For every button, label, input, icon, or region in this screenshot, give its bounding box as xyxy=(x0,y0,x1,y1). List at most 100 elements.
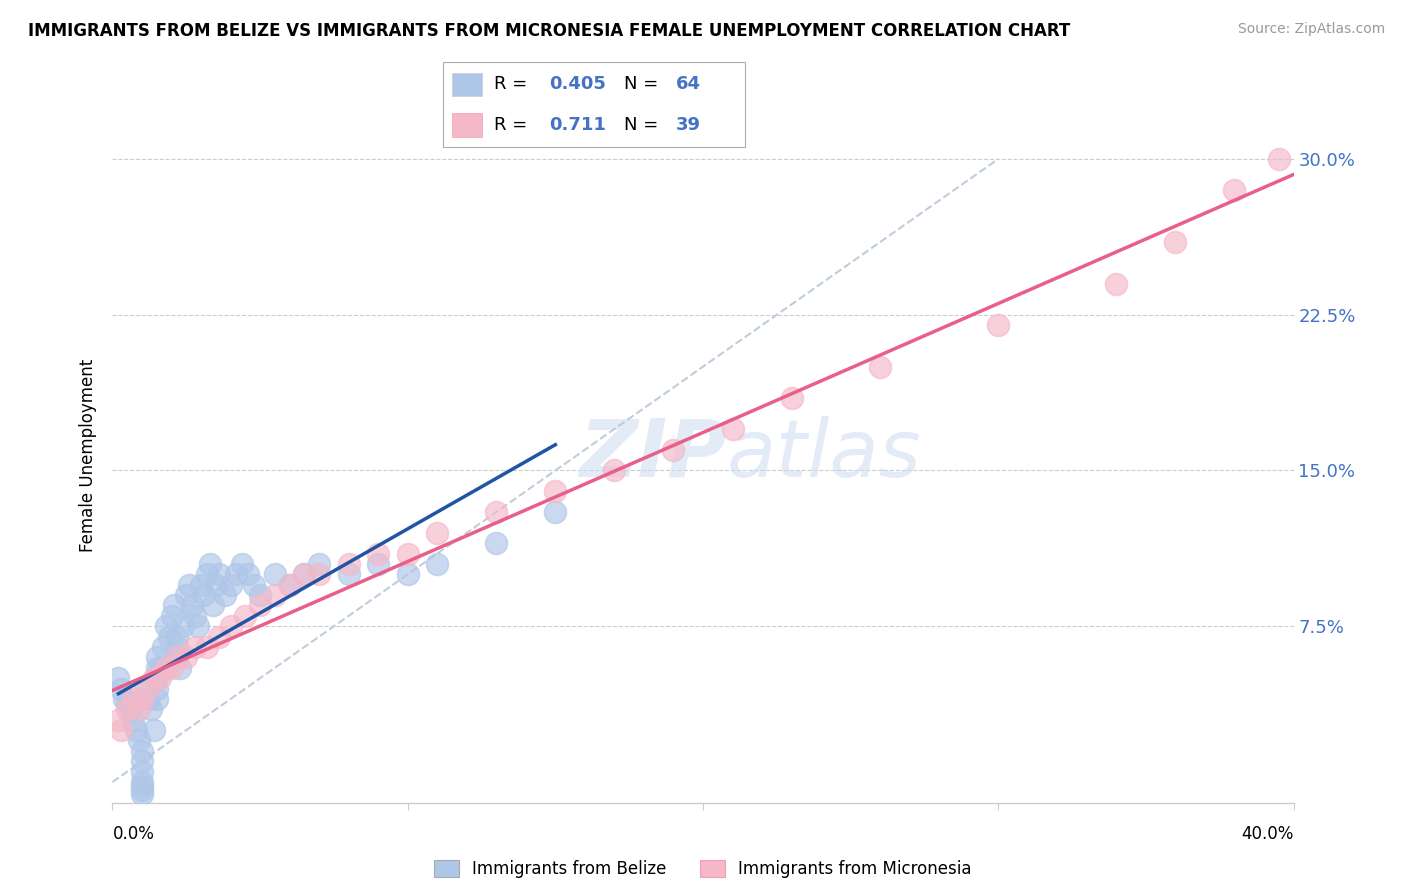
Point xyxy=(155,619,177,633)
Point xyxy=(249,588,271,602)
Point xyxy=(131,788,153,802)
Text: 64: 64 xyxy=(676,76,700,94)
Point xyxy=(249,599,271,613)
Point xyxy=(337,557,360,571)
Point xyxy=(122,692,145,706)
Point xyxy=(1164,235,1187,249)
Text: N =: N = xyxy=(624,76,664,94)
Text: ZIP: ZIP xyxy=(579,416,727,494)
Text: 40.0%: 40.0% xyxy=(1241,825,1294,843)
Point xyxy=(142,671,165,685)
Text: 39: 39 xyxy=(676,116,700,134)
FancyBboxPatch shape xyxy=(443,62,745,147)
Point xyxy=(122,713,145,727)
Point xyxy=(198,557,221,571)
Point xyxy=(721,422,744,436)
Point xyxy=(146,661,169,675)
Point xyxy=(292,567,315,582)
Point xyxy=(107,671,129,685)
Y-axis label: Female Unemployment: Female Unemployment xyxy=(79,359,97,551)
Point xyxy=(152,640,174,654)
Point xyxy=(396,547,419,561)
Text: atlas: atlas xyxy=(727,416,921,494)
Point xyxy=(485,505,508,519)
Point xyxy=(214,588,236,602)
Point xyxy=(231,557,253,571)
Point xyxy=(193,588,215,602)
Point xyxy=(149,661,172,675)
Point xyxy=(187,619,209,633)
Text: Source: ZipAtlas.com: Source: ZipAtlas.com xyxy=(1237,22,1385,37)
Point xyxy=(181,599,204,613)
Point xyxy=(396,567,419,582)
Point xyxy=(195,567,218,582)
Point xyxy=(662,442,685,457)
Point xyxy=(208,630,231,644)
Text: IMMIGRANTS FROM BELIZE VS IMMIGRANTS FROM MICRONESIA FEMALE UNEMPLOYMENT CORRELA: IMMIGRANTS FROM BELIZE VS IMMIGRANTS FRO… xyxy=(28,22,1070,40)
Point xyxy=(367,547,389,561)
Point xyxy=(131,754,153,768)
Text: R =: R = xyxy=(495,116,533,134)
Point xyxy=(131,764,153,779)
Point xyxy=(117,696,138,710)
Point xyxy=(131,744,153,758)
Point xyxy=(125,723,148,738)
Point xyxy=(128,733,150,747)
Text: R =: R = xyxy=(495,76,533,94)
Point xyxy=(149,671,172,685)
Point xyxy=(208,567,231,582)
Point xyxy=(987,318,1010,332)
Text: N =: N = xyxy=(624,116,664,134)
Point xyxy=(1223,183,1246,197)
Point xyxy=(131,779,153,793)
Point xyxy=(120,702,142,716)
Point xyxy=(264,588,287,602)
Point xyxy=(184,640,207,654)
Legend: Immigrants from Belize, Immigrants from Micronesia: Immigrants from Belize, Immigrants from … xyxy=(427,854,979,885)
Point xyxy=(603,463,626,477)
Point xyxy=(225,567,247,582)
Point xyxy=(107,713,129,727)
Point xyxy=(184,608,207,623)
Point xyxy=(219,578,242,592)
Point xyxy=(367,557,389,571)
Point xyxy=(136,692,159,706)
Point xyxy=(292,567,315,582)
Point xyxy=(163,599,186,613)
Point xyxy=(238,567,260,582)
Point xyxy=(131,692,153,706)
Point xyxy=(117,702,138,716)
Point xyxy=(195,640,218,654)
Point xyxy=(174,650,197,665)
Point xyxy=(169,661,191,675)
Point xyxy=(1268,152,1291,166)
Point xyxy=(134,681,156,696)
Point xyxy=(157,630,180,644)
Point xyxy=(219,619,242,633)
Point xyxy=(112,692,135,706)
Point xyxy=(485,536,508,550)
Text: 0.405: 0.405 xyxy=(548,76,606,94)
Point xyxy=(136,681,159,696)
Point xyxy=(166,630,188,644)
Point xyxy=(264,567,287,582)
Point xyxy=(174,588,197,602)
Point xyxy=(780,391,803,405)
Point xyxy=(233,608,256,623)
Point xyxy=(201,599,224,613)
Text: 0.711: 0.711 xyxy=(548,116,606,134)
Point xyxy=(160,608,183,623)
Point xyxy=(243,578,266,592)
FancyBboxPatch shape xyxy=(451,72,482,96)
Point xyxy=(110,681,132,696)
Point xyxy=(146,692,169,706)
Point xyxy=(146,650,169,665)
Point xyxy=(544,484,567,499)
Point xyxy=(1105,277,1128,291)
Point xyxy=(155,661,177,675)
Point xyxy=(160,661,183,675)
Point xyxy=(166,650,188,665)
Point xyxy=(426,525,449,540)
FancyBboxPatch shape xyxy=(451,113,482,137)
Point xyxy=(146,671,169,685)
